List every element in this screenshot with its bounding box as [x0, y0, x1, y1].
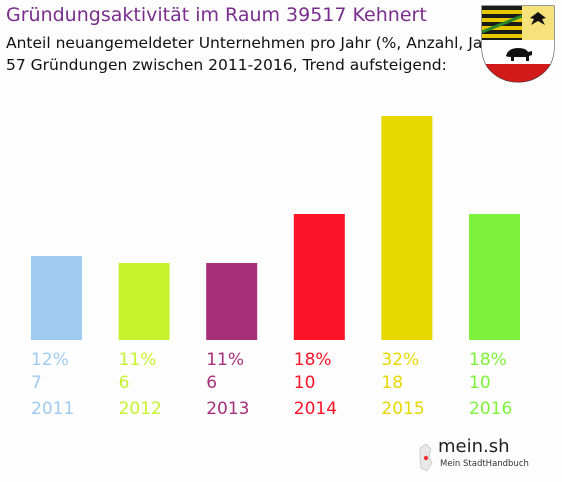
- bar-2015: [381, 116, 433, 340]
- chart-title: Gründungsaktivität im Raum 39517 Kehnert: [6, 4, 427, 26]
- bar-2012: [118, 263, 170, 340]
- percent-label-2016: 18%: [469, 350, 507, 370]
- count-label-2015: 18: [381, 373, 403, 393]
- count-label-2013: 6: [206, 373, 217, 393]
- bar-2014: [293, 214, 345, 340]
- year-label-2015: 2015: [381, 399, 424, 419]
- chart-subtitle-1: Anteil neuangemeldeter Unternehmen pro J…: [6, 34, 505, 52]
- year-label-2012: 2012: [119, 399, 162, 419]
- year-label-2013: 2013: [206, 399, 249, 419]
- percent-label-2014: 18%: [294, 350, 332, 370]
- percent-label-2011: 12%: [31, 350, 69, 370]
- logo-tagline: Mein StadtHandbuch: [440, 459, 529, 469]
- percent-label-2015: 32%: [381, 350, 419, 370]
- year-label-2014: 2014: [294, 399, 337, 419]
- chart-subtitle-2: 57 Gründungen zwischen 2011-2016, Trend …: [6, 56, 447, 74]
- count-label-2014: 10: [294, 373, 316, 393]
- mein-sh-logo-icon: [419, 443, 433, 472]
- count-label-2011: 7: [31, 373, 42, 393]
- year-label-2011: 2011: [31, 399, 74, 419]
- bar-2013: [206, 263, 258, 340]
- bar-2016: [469, 214, 520, 340]
- bar-2011: [31, 256, 82, 340]
- percent-label-2012: 11%: [119, 350, 157, 370]
- count-label-2012: 6: [119, 373, 130, 393]
- coat-of-arms-icon: [481, 5, 555, 83]
- year-label-2016: 2016: [469, 399, 512, 419]
- percent-label-2013: 11%: [206, 350, 244, 370]
- logo-text: mein.sh: [438, 436, 510, 457]
- count-label-2016: 10: [469, 373, 491, 393]
